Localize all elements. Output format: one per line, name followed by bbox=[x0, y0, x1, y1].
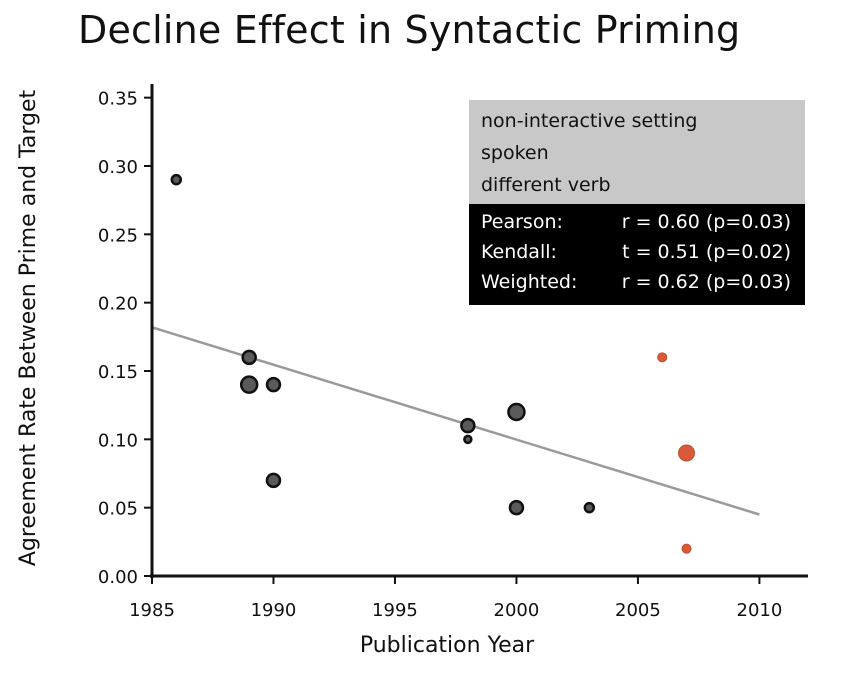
chart-title: Decline Effect in Syntactic Priming bbox=[78, 8, 741, 52]
y-axis-label: Agreement Rate Between Prime and Target bbox=[16, 89, 41, 566]
x-tick-label: 2010 bbox=[737, 600, 783, 621]
y-tick-label: 0.10 bbox=[98, 430, 138, 451]
x-ticks: 1985 1990 1995 2000 2005 2010 bbox=[129, 576, 782, 621]
legend-condition: non-interactive setting bbox=[481, 110, 698, 132]
data-point bbox=[460, 417, 476, 434]
data-point bbox=[239, 375, 259, 394]
x-tick-label: 1990 bbox=[251, 600, 297, 621]
data-point bbox=[463, 434, 473, 445]
legend-stats-box bbox=[469, 204, 805, 305]
x-tick-label: 2000 bbox=[494, 600, 540, 621]
data-point-highlight bbox=[681, 543, 692, 554]
legend-condition: spoken bbox=[481, 142, 549, 164]
data-point-highlight bbox=[657, 352, 668, 363]
y-tick-label: 0.20 bbox=[98, 294, 138, 315]
x-tick-label: 1995 bbox=[372, 600, 418, 621]
legend-conditions-box bbox=[469, 100, 805, 204]
y-tick-label: 0.00 bbox=[98, 567, 138, 588]
data-point bbox=[170, 173, 183, 186]
legend-stat-label: Pearson: bbox=[481, 211, 563, 233]
x-tick-label: 1985 bbox=[129, 600, 175, 621]
data-point bbox=[241, 349, 257, 366]
x-axis-label: Publication Year bbox=[360, 633, 535, 658]
legend-stat-value: r = 0.60 (p=0.03) bbox=[622, 211, 791, 233]
y-tick-label: 0.15 bbox=[98, 362, 138, 383]
data-point bbox=[508, 499, 525, 516]
points-layer bbox=[170, 173, 696, 554]
y-tick-label: 0.30 bbox=[98, 157, 138, 178]
data-point bbox=[507, 402, 526, 422]
legend-stat-value: t = 0.51 (p=0.02) bbox=[622, 241, 791, 263]
data-point bbox=[265, 376, 282, 393]
legend: non-interactive setting spoken different… bbox=[469, 100, 805, 305]
y-tick-label: 0.05 bbox=[98, 499, 138, 520]
y-tick-label: 0.35 bbox=[98, 89, 138, 110]
data-point-highlight bbox=[678, 444, 696, 462]
legend-condition: different verb bbox=[481, 174, 611, 196]
data-point bbox=[583, 501, 596, 514]
data-point bbox=[265, 472, 282, 489]
legend-stat-value: r = 0.62 (p=0.03) bbox=[622, 271, 791, 293]
y-ticks: 0.00 0.05 0.10 0.15 0.20 0.25 0.30 0.35 bbox=[98, 89, 152, 588]
y-tick-label: 0.25 bbox=[98, 225, 138, 246]
x-tick-label: 2005 bbox=[615, 600, 661, 621]
legend-stat-label: Kendall: bbox=[481, 241, 557, 263]
legend-stat-label: Weighted: bbox=[481, 271, 577, 293]
